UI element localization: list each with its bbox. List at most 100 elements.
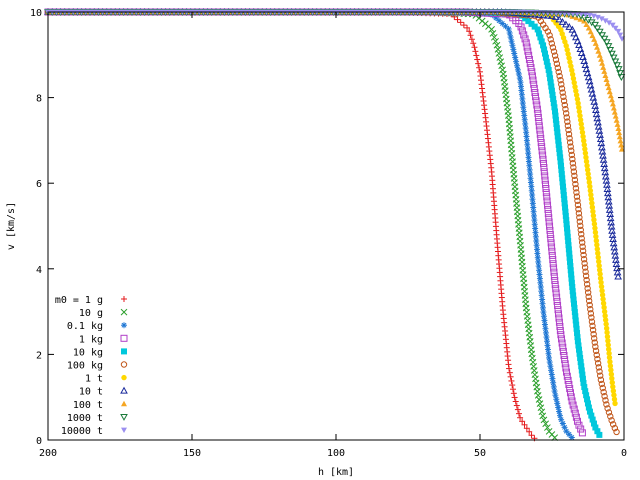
data-point — [608, 96, 615, 103]
data-point — [590, 330, 597, 338]
data-point — [546, 230, 554, 238]
data-point — [540, 313, 547, 320]
data-point — [568, 434, 575, 441]
data-point — [569, 155, 576, 163]
data-point — [561, 196, 568, 203]
data-point — [552, 392, 559, 399]
data-point — [589, 200, 595, 206]
data-point — [460, 22, 467, 29]
data-point — [566, 389, 574, 397]
data-point — [576, 346, 583, 353]
data-point — [583, 281, 591, 288]
data-point — [565, 380, 573, 388]
data-point — [612, 25, 619, 32]
legend-marker — [121, 296, 127, 302]
series-0 — [45, 9, 538, 442]
data-point — [556, 72, 563, 80]
data-point — [608, 50, 616, 58]
data-point — [514, 62, 521, 69]
data-point — [558, 339, 566, 347]
data-point — [573, 193, 581, 200]
data-point — [561, 101, 568, 109]
data-point — [585, 25, 592, 31]
data-point — [514, 66, 521, 73]
data-point — [552, 116, 559, 123]
legend-marker — [120, 414, 128, 421]
data-point — [553, 120, 560, 127]
data-point — [517, 23, 525, 31]
data-point — [565, 11, 572, 17]
data-point — [606, 46, 615, 54]
data-point — [530, 80, 538, 88]
data-point — [477, 72, 484, 79]
data-point — [595, 48, 602, 54]
legend-marker — [120, 386, 128, 394]
data-point — [586, 408, 593, 415]
data-point — [571, 176, 579, 184]
data-point — [549, 375, 556, 382]
data-point — [605, 346, 612, 352]
data-point — [597, 376, 605, 384]
data-point — [494, 45, 502, 53]
data-point — [607, 363, 614, 369]
data-point — [618, 146, 625, 152]
data-point — [546, 359, 553, 366]
data-point — [522, 120, 529, 127]
data-point — [555, 137, 562, 144]
data-point — [593, 237, 600, 244]
data-point — [603, 321, 609, 327]
data-point — [615, 28, 622, 35]
data-point — [540, 309, 547, 316]
data-point — [563, 114, 570, 121]
data-point — [481, 102, 488, 109]
data-point — [528, 432, 535, 439]
data-point — [558, 17, 567, 25]
y-axis-label: v [km/s] — [6, 202, 17, 250]
data-point — [538, 38, 545, 45]
data-point — [517, 414, 524, 421]
data-point — [577, 354, 584, 361]
data-point — [558, 166, 565, 173]
data-point — [548, 243, 556, 251]
data-point — [548, 371, 555, 378]
data-point — [552, 112, 559, 119]
legend-marker — [121, 400, 127, 407]
data-point — [495, 50, 503, 57]
data-point — [594, 360, 602, 367]
data-point — [527, 179, 534, 186]
data-point — [613, 117, 620, 123]
data-point — [541, 50, 548, 57]
data-point — [563, 221, 570, 228]
data-point — [571, 309, 578, 316]
data-point — [572, 185, 580, 192]
data-point — [531, 23, 538, 30]
data-point — [476, 64, 483, 71]
data-point — [612, 113, 619, 119]
data-point — [526, 60, 534, 68]
data-point — [547, 36, 554, 43]
data-point — [590, 212, 597, 219]
legend-label: 1 kg — [79, 334, 103, 345]
data-point — [576, 104, 582, 111]
legend-marker — [121, 348, 127, 355]
data-point — [581, 137, 587, 144]
legend-label: 10 g — [79, 308, 103, 319]
legend-marker — [120, 308, 128, 316]
data-point — [524, 47, 532, 55]
data-point — [609, 54, 618, 62]
data-point — [576, 214, 583, 221]
data-point — [573, 37, 582, 45]
data-point — [569, 401, 577, 409]
data-point — [572, 180, 579, 188]
data-point — [566, 135, 573, 142]
data-point — [489, 29, 497, 37]
data-point — [589, 32, 596, 39]
data-point — [572, 317, 579, 324]
data-point — [567, 143, 574, 150]
data-point — [581, 264, 589, 271]
data-point — [566, 250, 573, 257]
data-point — [604, 329, 610, 336]
data-point — [564, 122, 572, 129]
data-point — [532, 93, 540, 101]
data-point — [565, 237, 572, 244]
